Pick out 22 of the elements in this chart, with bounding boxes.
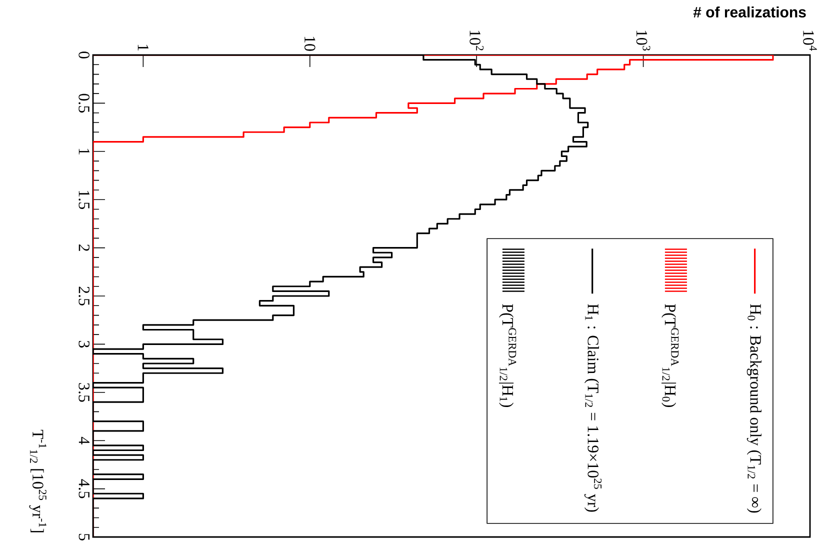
x-tick-label: 10$^{4}$ <box>803 30 817 51</box>
y-tick-label: 1.5 <box>78 191 90 209</box>
x-tick-label: 10 <box>304 36 316 51</box>
text: H$_{1}$ : Claim (T$_{1/2}$ = 1.19×10$^{25}$ yr) <box>584 304 602 512</box>
y-axis-title: T$^{-1}$$_{1/2}$ [10$^{25}$ yr$^{-1}$] <box>29 430 46 532</box>
y-tick-label: 0 <box>78 52 90 58</box>
y-tick-label: 3 <box>78 340 90 348</box>
y-tick-label: 2.5 <box>78 286 90 306</box>
y-tick-label: 2 <box>78 244 90 251</box>
x-axis-title: # of realizations <box>693 6 806 18</box>
y-tick-label: 1 <box>78 148 90 154</box>
y-tick-label: 3.5 <box>78 383 90 402</box>
y-tick-label: 5 <box>78 534 90 540</box>
y-tick-label: 4 <box>78 436 90 444</box>
text: H$_{0}$ : Background only (T$_{1/2}$ = ∞) <box>746 304 762 513</box>
x-tick-label: 1 <box>138 44 148 51</box>
y-tick-label: 0.5 <box>78 94 90 113</box>
annotation: P(T$^{GERDA}$$_{1/2}$|H$_{1}$) <box>499 304 516 407</box>
x-tick-label: 10$^{3}$ <box>636 30 650 51</box>
x-tick-label: 10$^{2}$ <box>470 30 484 50</box>
y-tick-label: 4.5 <box>78 479 90 498</box>
annotation: P(T$^{GERDA}$$_{1/2}$|H$_{0}$) <box>662 304 679 407</box>
